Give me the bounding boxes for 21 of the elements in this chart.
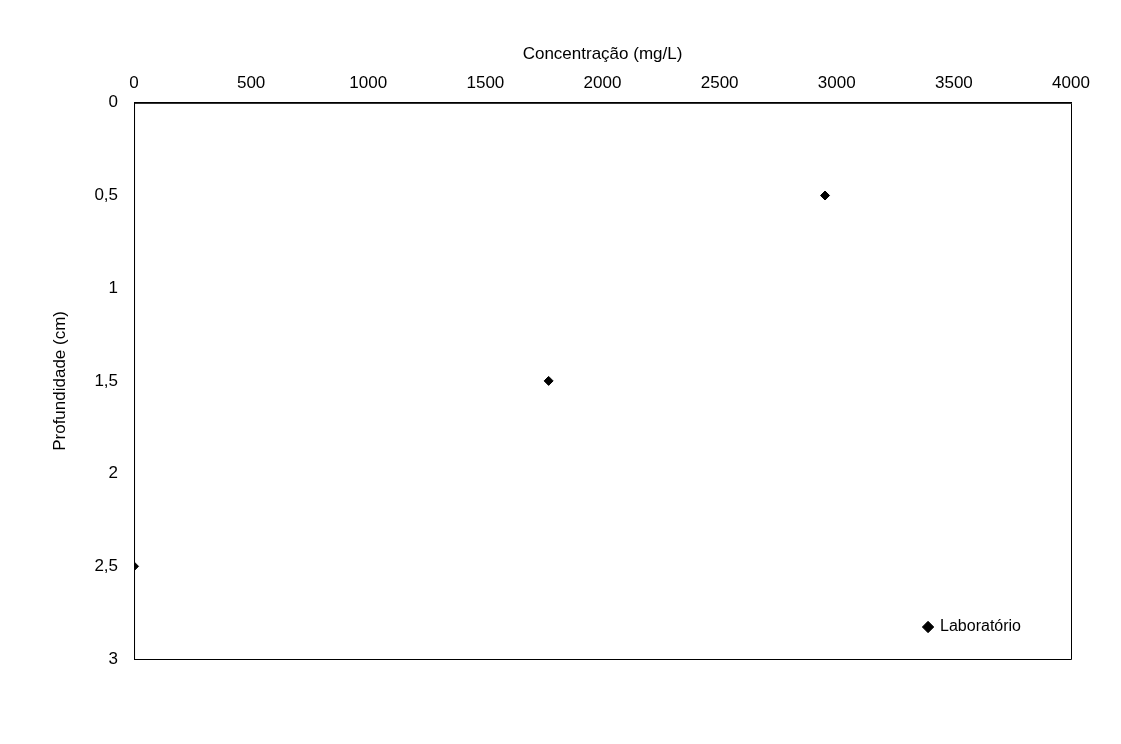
x-tick-label: 1500 [466, 73, 505, 93]
x-tick-label: 0 [129, 73, 139, 93]
legend-label: Laboratório [940, 617, 1022, 635]
y-tick-label: 0,5 [94, 185, 119, 205]
y-axis-title: Profundidade (cm) [49, 310, 69, 451]
x-tick-label: 4000 [1052, 73, 1090, 93]
x-tick-label: 3000 [817, 73, 856, 93]
point [543, 375, 554, 386]
x-axis-title: Concentração (mg/L) [522, 43, 683, 63]
y-tick-label: 1 [108, 277, 119, 297]
y-tick-label: 1,5 [94, 370, 119, 390]
y-tick-label: 3 [108, 648, 119, 668]
y-tick-label: 2 [108, 463, 119, 483]
x-tick-label: 500 [236, 73, 266, 93]
y-tick-label: 0 [108, 92, 119, 112]
x-tick-label: 3500 [934, 73, 973, 93]
point [820, 190, 831, 201]
y-tick-label: 2,5 [94, 555, 119, 575]
x-tick-label: 2500 [700, 73, 739, 93]
x-tick-label: 1000 [349, 73, 388, 93]
x-tick-label: 2000 [583, 73, 622, 93]
